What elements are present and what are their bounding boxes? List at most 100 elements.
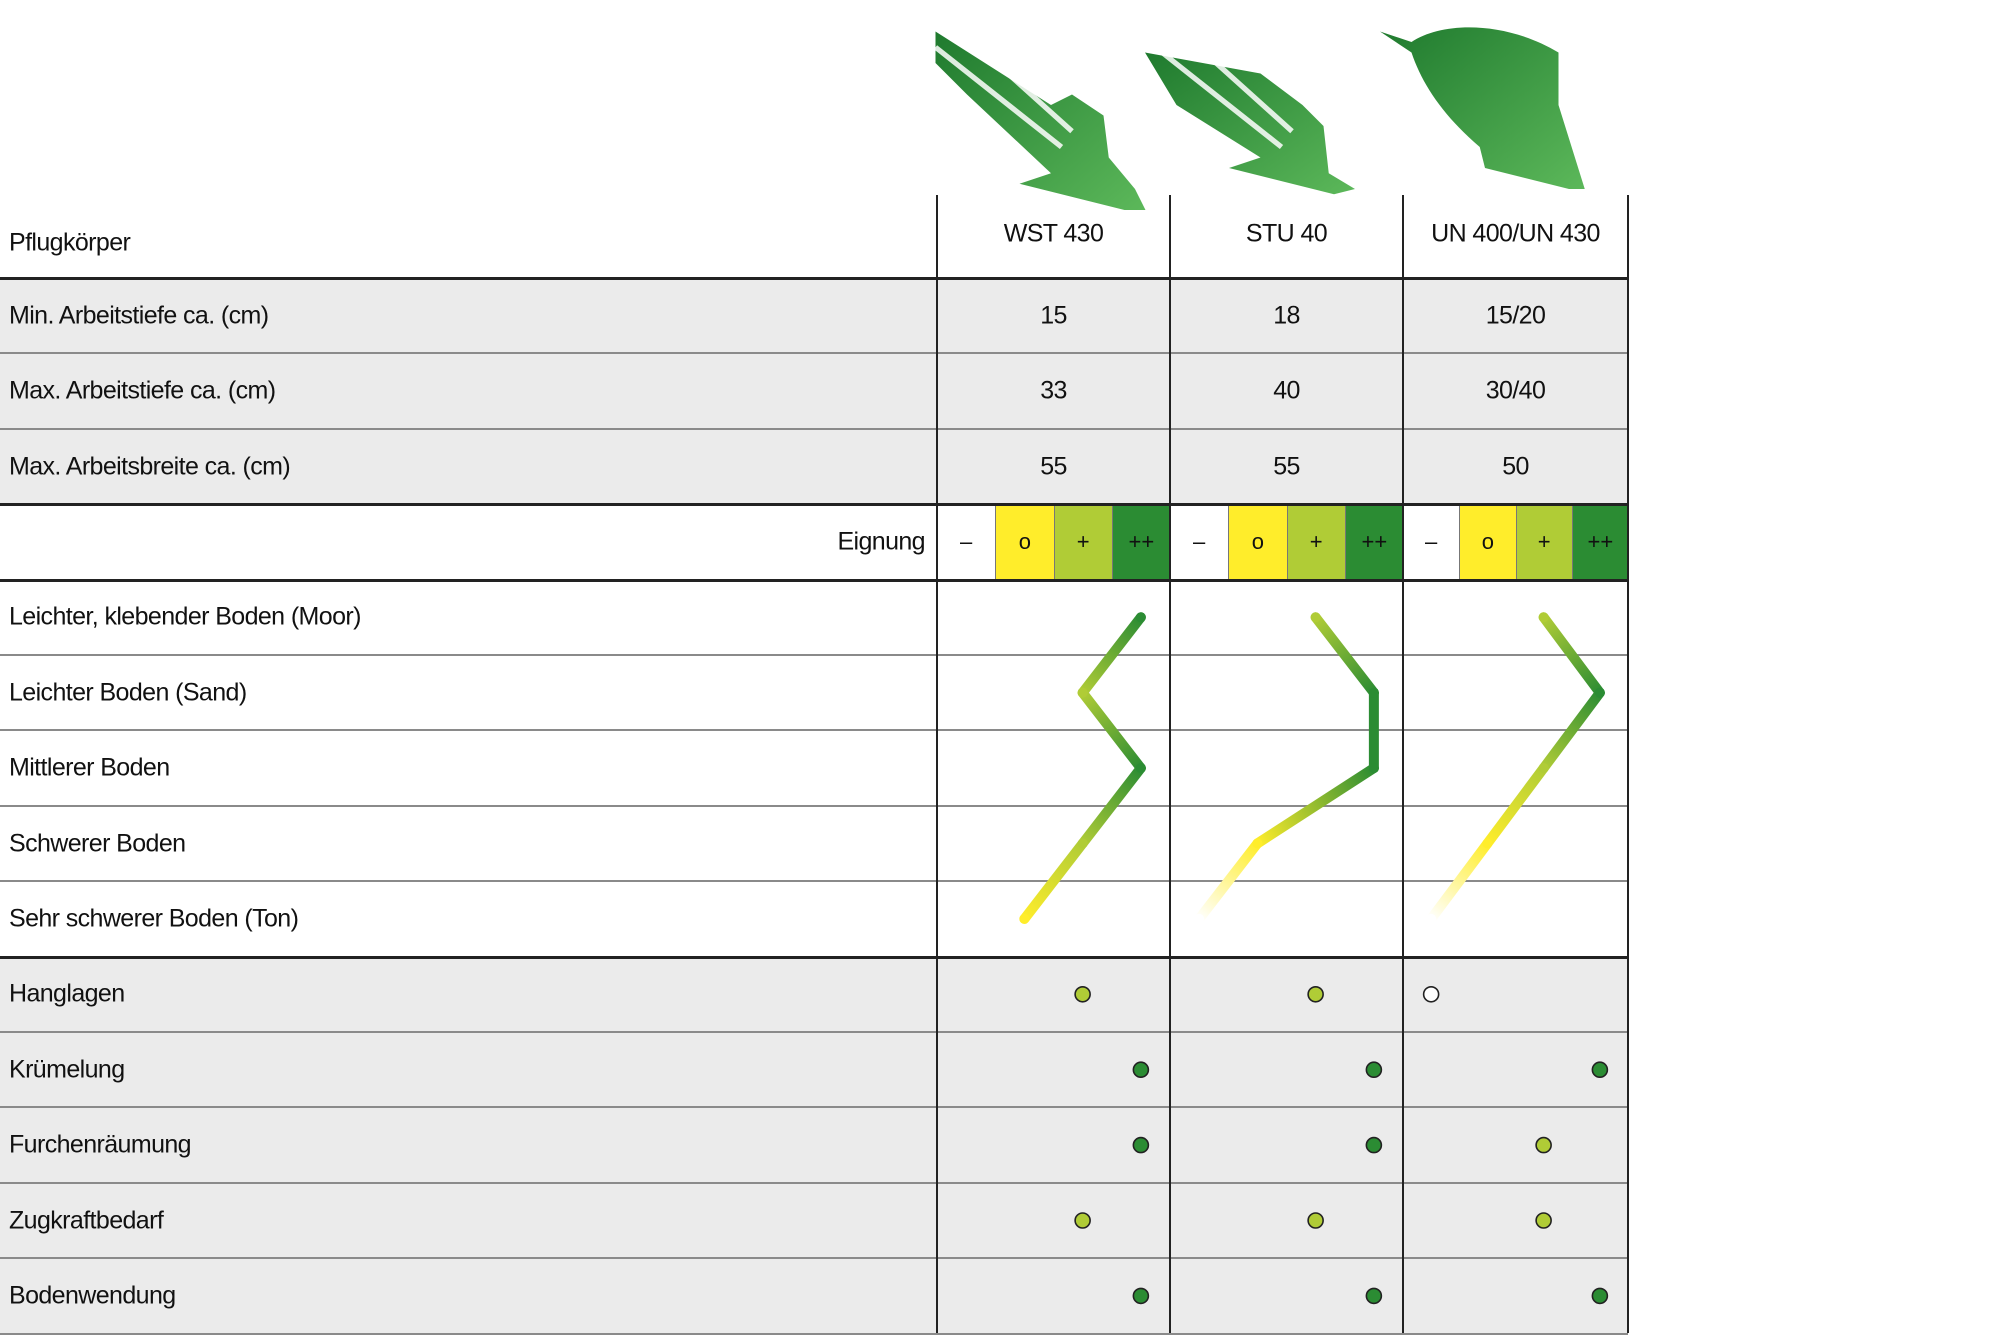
scale-cell: ++ xyxy=(1344,504,1403,580)
suitability-point xyxy=(1135,612,1146,623)
column-header: UN 400/UN 430 xyxy=(1431,219,1600,248)
row-divider xyxy=(0,880,1628,883)
suitability-point xyxy=(1538,612,1549,623)
row-label: Max. Arbeitstiefe ca. (cm) xyxy=(9,376,276,405)
column-header: WST 430 xyxy=(1003,219,1104,248)
feature-row-label: Bodenwendung xyxy=(9,1281,176,1310)
suitability-point xyxy=(1368,763,1379,774)
row-divider xyxy=(0,729,1628,732)
rating-dot xyxy=(1132,1136,1150,1154)
scale-symbol: – xyxy=(1425,528,1438,554)
cell-value: 15/20 xyxy=(1485,301,1546,330)
column-header: STU 40 xyxy=(1245,219,1328,248)
cell-value: 50 xyxy=(1502,452,1529,480)
row-divider xyxy=(0,1181,1628,1184)
suitability-segment xyxy=(1252,763,1379,849)
scale-symbol: o xyxy=(1251,528,1264,554)
scale-cell: o xyxy=(995,504,1054,580)
cell-value: 55 xyxy=(1040,452,1067,480)
rating-dot xyxy=(1535,1212,1552,1229)
row-label: Min. Arbeitstiefe ca. (cm) xyxy=(9,301,269,330)
suitability-point xyxy=(1538,763,1549,774)
suitability-point xyxy=(1594,687,1605,698)
row-divider xyxy=(0,578,1628,582)
suitability-point xyxy=(1019,913,1030,924)
column-divider xyxy=(1402,195,1404,1333)
scale-symbol: o xyxy=(1481,528,1494,554)
rating-dot xyxy=(1132,1061,1150,1078)
table-row xyxy=(0,1107,1628,1183)
scale-cell: ++ xyxy=(1571,504,1628,580)
rating-dot xyxy=(1074,985,1091,1003)
scale-symbol: + xyxy=(1309,528,1323,554)
suitability-point xyxy=(1194,913,1205,924)
suitability-segment xyxy=(1538,612,1605,698)
rating-dot xyxy=(1422,985,1440,1003)
row-label: Max. Arbeitsbreite ca. (cm) xyxy=(9,452,291,480)
table-row xyxy=(0,1182,1628,1259)
suitability-point xyxy=(1077,687,1088,698)
rating-dot xyxy=(1307,1212,1324,1229)
suitability-segment xyxy=(1019,838,1088,924)
row-divider xyxy=(0,503,1628,507)
column-divider xyxy=(1169,195,1171,1333)
table-row xyxy=(0,428,1628,505)
scale-symbol: ++ xyxy=(1361,528,1388,554)
rating-dot xyxy=(1365,1061,1383,1078)
soil-row-label: Schwerer Boden xyxy=(9,829,186,857)
scale-cell: o xyxy=(1228,504,1287,580)
scale-cell: + xyxy=(1286,504,1345,580)
rating-dot xyxy=(1132,1287,1150,1305)
rating-dot xyxy=(1307,985,1324,1003)
row-divider xyxy=(0,1106,1628,1109)
cell-value: 55 xyxy=(1273,452,1300,480)
suitability-point xyxy=(1482,838,1493,849)
suitability-segment xyxy=(1426,838,1493,924)
scale-cell: – xyxy=(937,504,996,580)
suitability-segment xyxy=(1077,612,1146,698)
scale-symbol: – xyxy=(1193,528,1206,554)
suitability-point xyxy=(1135,763,1146,774)
row-divider xyxy=(0,1031,1628,1033)
table-row xyxy=(0,353,1628,429)
row-divider xyxy=(0,277,1628,280)
suitability-point xyxy=(1310,612,1321,623)
scale-symbol: + xyxy=(1537,528,1551,554)
suitability-segment xyxy=(1538,687,1605,774)
feature-row-label: Zugkraftbedarf xyxy=(9,1206,164,1234)
suitability-segment xyxy=(1077,763,1146,849)
feature-row-label: Furchenräumung xyxy=(9,1130,192,1159)
scale-symbol: o xyxy=(1018,528,1031,554)
suitability-segment xyxy=(1194,838,1263,924)
rating-dot xyxy=(1591,1061,1609,1078)
scale-cell: + xyxy=(1515,504,1572,580)
cell-value: 30/40 xyxy=(1485,376,1546,405)
suitability-point xyxy=(1368,687,1379,698)
scale-symbol: ++ xyxy=(1587,528,1614,554)
plough-body-image-wst-430 xyxy=(933,31,1146,210)
soil-row-label: Sehr schwerer Boden (Ton) xyxy=(9,904,299,933)
rating-dot xyxy=(1591,1287,1609,1305)
suitability-line xyxy=(1019,612,1146,924)
suitability-point xyxy=(1077,838,1088,849)
suitability-point xyxy=(1252,838,1263,849)
suitability-line xyxy=(1194,612,1379,924)
table-row xyxy=(0,278,1628,354)
rating-dot xyxy=(1365,1287,1383,1305)
scale-symbol: + xyxy=(1076,528,1090,554)
soil-row-label: Mittlerer Boden xyxy=(9,753,170,782)
suitability-segment xyxy=(1077,687,1146,774)
table-row xyxy=(0,956,1628,1032)
feature-row-label: Krümelung xyxy=(9,1055,125,1084)
suitability-line xyxy=(1426,612,1605,924)
rating-dot xyxy=(1074,1212,1091,1229)
scale-cell: o xyxy=(1459,504,1516,580)
table-row xyxy=(0,1032,1628,1108)
scale-cell: – xyxy=(1403,504,1460,580)
column-divider xyxy=(1627,195,1629,1333)
feature-row-label: Hanglagen xyxy=(9,979,125,1008)
row-divider xyxy=(0,804,1628,807)
soil-row-label: Leichter Boden (Sand) xyxy=(9,678,247,707)
row-divider xyxy=(0,654,1628,656)
